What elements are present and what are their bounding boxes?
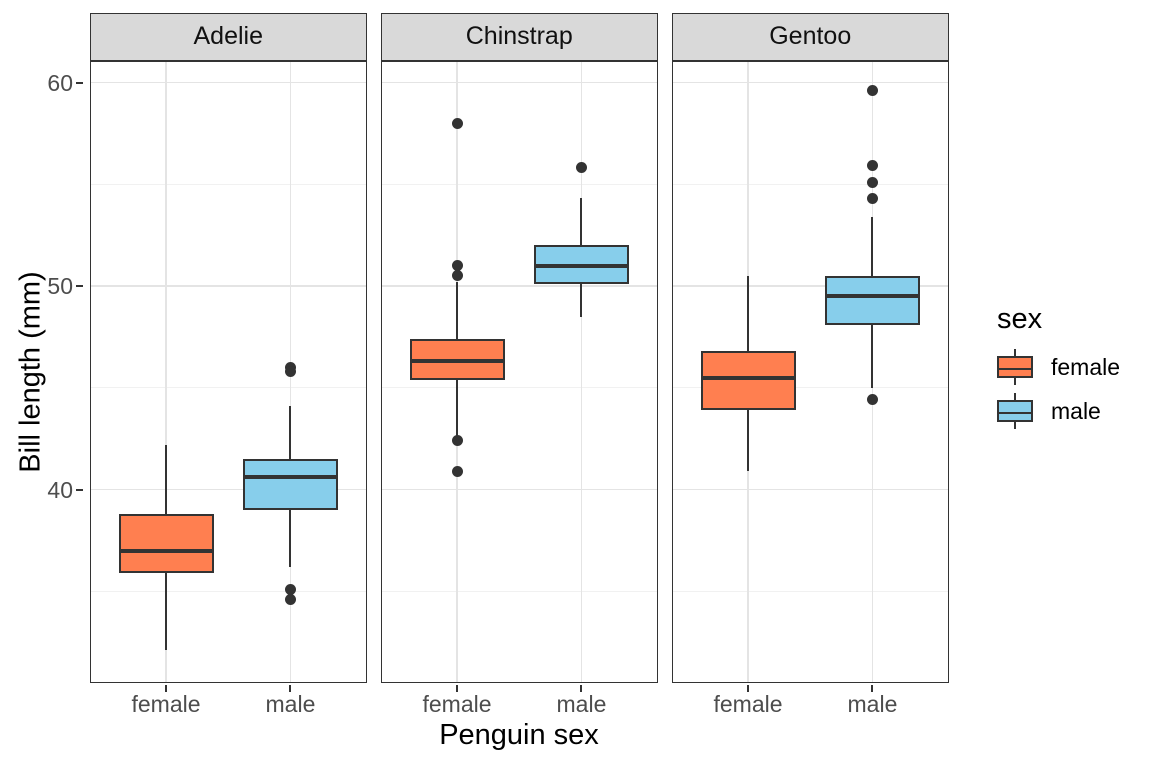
gridline-minor	[381, 183, 658, 185]
legend: sex female male	[997, 303, 1120, 429]
facet-strip-chinstrap: Chinstrap	[381, 13, 658, 61]
x-tick-mark	[747, 684, 750, 692]
outlier-dot	[284, 583, 296, 595]
x-tick-mark	[165, 684, 168, 692]
x-tick-label: female	[713, 691, 783, 717]
median-line-chinstrap-male	[533, 263, 629, 268]
whisker-upper-chinstrap-male	[580, 198, 583, 246]
facet-label-chinstrap: Chinstrap	[465, 22, 573, 51]
x-tick-mark	[289, 684, 292, 692]
legend-key-box-female	[997, 356, 1033, 378]
median-line-gentoo-male	[824, 294, 920, 299]
outlier-dot	[866, 176, 878, 188]
outlier-dot	[284, 593, 296, 605]
whisker-lower-gentoo-male	[871, 324, 874, 388]
legend-entry-male: male	[997, 393, 1120, 429]
outlier-dot	[451, 435, 463, 447]
outlier-dot	[451, 465, 463, 477]
whisker-upper-gentoo-male	[871, 216, 874, 276]
x-tick-label: male	[556, 691, 607, 717]
gridline-major	[672, 488, 949, 491]
box-gentoo-female	[700, 351, 796, 411]
outlier-dot	[866, 192, 878, 204]
facet-strip-adelie: Adelie	[90, 13, 367, 61]
legend-label-female: female	[1051, 353, 1121, 380]
x-tick-mark	[871, 684, 874, 692]
x-tick-mark	[456, 684, 459, 692]
box-chinstrap-female	[409, 338, 505, 380]
legend-title: sex	[997, 303, 1043, 335]
gridline-major	[672, 81, 949, 84]
y-tick-label: 60	[47, 69, 73, 96]
gridline-minor	[381, 590, 658, 592]
gridline-major-vertical	[580, 60, 583, 683]
facet-strip-gentoo: Gentoo	[672, 13, 949, 61]
legend-key-boxplot-icon	[997, 393, 1033, 429]
whisker-upper-chinstrap-female	[456, 281, 459, 339]
y-tick-mark	[75, 488, 83, 491]
legend-key-median	[999, 411, 1031, 414]
x-tick-mark	[580, 684, 583, 692]
x-tick-label: female	[131, 691, 201, 717]
gridline-major	[672, 285, 949, 287]
gridline-major-vertical	[165, 60, 167, 683]
outlier-dot	[575, 162, 587, 174]
y-tick-mark	[75, 285, 83, 287]
x-tick-label: male	[847, 691, 898, 717]
legend-key-median	[999, 367, 1031, 370]
median-line-gentoo-female	[700, 375, 796, 380]
outlier-dot	[451, 260, 463, 272]
outlier-dot	[451, 270, 463, 282]
whisker-lower-gentoo-female	[747, 410, 750, 472]
facet-label-adelie: Adelie	[193, 22, 264, 51]
median-line-chinstrap-female	[409, 359, 505, 364]
y-tick-label: 50	[47, 273, 73, 299]
gridline-minor	[90, 590, 367, 592]
facet-label-gentoo: Gentoo	[769, 22, 852, 51]
whisker-upper-gentoo-female	[747, 275, 750, 352]
gridline-minor	[90, 183, 367, 185]
legend-key-boxplot-icon	[997, 349, 1033, 385]
outlier-dot	[284, 365, 296, 377]
gridline-minor	[381, 387, 658, 389]
outlier-dot	[866, 85, 878, 97]
outlier-dot	[866, 394, 878, 406]
gridline-minor	[90, 387, 367, 389]
legend-label-male: male	[1051, 397, 1101, 424]
gridline-major	[381, 488, 658, 491]
gridline-major	[90, 488, 367, 491]
whisker-lower-adelie-male	[289, 509, 292, 567]
legend-entry-female: female	[997, 349, 1120, 385]
whisker-upper-adelie-male	[289, 406, 292, 459]
whisker-lower-chinstrap-female	[456, 379, 459, 437]
x-tick-label: female	[422, 691, 492, 717]
panel-background-adelie	[90, 60, 367, 683]
box-adelie-female	[118, 513, 214, 573]
gridline-major	[90, 285, 367, 287]
x-tick-label: male	[265, 691, 316, 717]
gridline-minor	[672, 387, 949, 389]
box-gentoo-male	[824, 275, 920, 325]
gridline-major	[90, 81, 367, 84]
legend-key-box-male	[997, 400, 1033, 422]
y-tick-mark	[75, 81, 83, 84]
whisker-lower-chinstrap-male	[580, 283, 583, 317]
whisker-lower-adelie-female	[165, 572, 168, 651]
outlier-dot	[866, 160, 878, 172]
median-line-adelie-male	[242, 475, 338, 480]
y-tick-label: 40	[47, 476, 73, 503]
gridline-major	[381, 285, 658, 287]
median-line-adelie-female	[118, 548, 214, 553]
gridline-minor	[672, 590, 949, 592]
whisker-upper-adelie-female	[165, 444, 168, 514]
gridline-minor	[672, 183, 949, 185]
box-adelie-male	[242, 458, 338, 510]
y-axis-title: Bill length (mm)	[14, 271, 47, 473]
outlier-dot	[451, 117, 463, 129]
gridline-major	[381, 81, 658, 84]
x-axis-title: Penguin sex	[439, 719, 599, 751]
